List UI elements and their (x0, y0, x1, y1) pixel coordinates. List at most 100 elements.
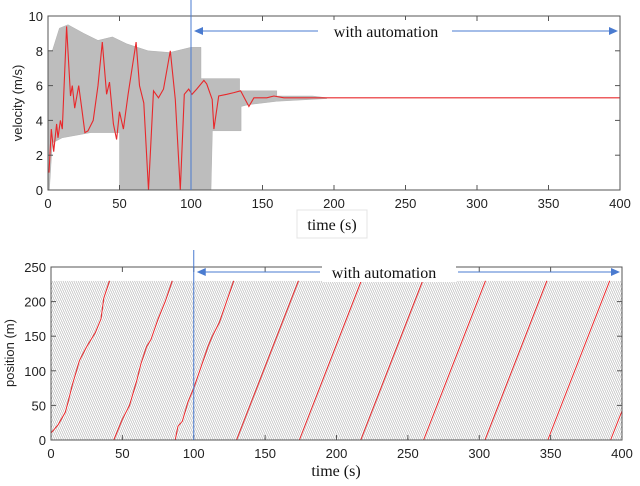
y-tick-label: 0 (36, 183, 43, 198)
vehicle-trajectory (354, 280, 417, 440)
vehicle-trajectory (204, 280, 267, 440)
vehicle-trajectory (514, 280, 577, 440)
vehicle-trajectory (159, 280, 222, 440)
vehicle-trajectory (61, 280, 124, 440)
vehicle-trajectory (361, 280, 425, 440)
vehicle-trajectory (465, 280, 529, 440)
vehicle-trajectory (116, 280, 180, 440)
vehicle-trajectory (57, 280, 120, 440)
vehicle-trajectory (207, 280, 271, 440)
vehicle-trajectory (231, 280, 295, 440)
velocity-x-label-box (296, 209, 368, 239)
vehicle-trajectory (334, 280, 397, 440)
vehicle-trajectory (395, 280, 458, 440)
x-tick-label: 200 (326, 446, 348, 461)
vehicle-trajectory (317, 280, 380, 440)
vehicle-trajectory (384, 280, 447, 440)
vehicle-trajectory (343, 280, 406, 440)
vehicle-trajectory (523, 280, 586, 440)
vehicle-trajectory (471, 280, 534, 440)
x-tick-label: 300 (466, 196, 488, 211)
vehicle-trajectory (220, 280, 284, 440)
highlighted-velocity-line (48, 26, 620, 191)
vehicle-trajectory (475, 280, 538, 440)
vehicle-trajectory (278, 280, 341, 440)
vehicle-trajectory (450, 280, 514, 440)
vehicle-trajectory (341, 280, 404, 440)
vehicle-trajectory (577, 324, 622, 440)
vehicle-trajectory (374, 280, 438, 440)
vehicle-trajectory (512, 280, 575, 440)
x-tick-label: 250 (395, 196, 417, 211)
vehicle-trajectory (321, 280, 384, 440)
annotation-bg (320, 20, 450, 42)
vehicle-trajectory (185, 280, 248, 440)
vehicle-trajectory (378, 280, 441, 440)
vehicle-trajectory (527, 280, 590, 440)
vehicle-trajectory (586, 348, 622, 440)
vehicle-trajectory (222, 280, 286, 440)
vehicle-trajectory (191, 280, 254, 440)
vehicle-trajectory (460, 280, 523, 440)
vehicle-trajectory (94, 280, 157, 440)
vehicle-trajectory (504, 280, 568, 440)
vehicle-trajectory (502, 280, 566, 440)
vehicle-trajectory (51, 280, 76, 344)
vehicle-trajectory (554, 280, 618, 440)
vehicle-trajectory (584, 343, 622, 440)
vehicle-trajectory (267, 280, 330, 440)
highlighted-trajectory-segment (298, 280, 362, 441)
vehicle-trajectory (543, 280, 607, 440)
vehicle-trajectory (285, 280, 349, 440)
vehicle-trajectory (126, 280, 189, 440)
vehicle-trajectory (141, 280, 204, 440)
vehicle-trajectory (189, 280, 252, 440)
highlighted-trajectory-segment (50, 280, 110, 434)
vehicle-trajectory (51, 280, 100, 406)
vehicle-trajectory (313, 280, 376, 440)
vehicle-trajectory (51, 280, 102, 411)
vehicle-trajectory (228, 280, 291, 440)
vehicle-trajectory (604, 396, 622, 440)
vehicle-trajectory (411, 280, 475, 440)
vehicle-trajectory (601, 386, 622, 440)
vehicle-trajectory (276, 280, 339, 440)
highlighted-trajectory-segment (610, 410, 623, 441)
vehicle-trajectory (51, 280, 80, 353)
vehicle-trajectory (135, 280, 198, 440)
position-plot: 0 50 100 150 200 250 300 350 400050100150200250 … (2, 250, 633, 480)
vehicle-trajectory (144, 280, 208, 440)
vehicle-trajectory (293, 280, 356, 440)
y-tick-label: 8 (36, 44, 43, 59)
vehicle-trajectory (70, 280, 133, 440)
vehicle-trajectory (447, 280, 510, 440)
vehicle-trajectory (300, 280, 363, 440)
vehicle-trajectory (619, 434, 622, 440)
vehicle-trajectory (257, 280, 321, 440)
vehicle-trajectory (404, 280, 467, 440)
vehicle-trajectory (539, 280, 603, 440)
vehicle-trajectory (575, 319, 622, 440)
vehicle-trajectory (621, 439, 622, 440)
vehicle-trajectory (187, 280, 250, 440)
vehicle-trajectory (259, 280, 323, 440)
arrowhead-left-icon (194, 27, 203, 35)
vehicle-trajectory (371, 280, 434, 440)
vehicle-trajectory (90, 280, 154, 440)
vehicle-trajectory (493, 280, 556, 440)
vehicle-trajectory (168, 280, 232, 440)
vehicle-trajectory (545, 280, 608, 440)
vehicle-trajectory (241, 280, 304, 440)
arrowhead-right-icon (609, 27, 618, 35)
vehicle-trajectory (233, 280, 297, 440)
x-tick-label: 100 (180, 196, 202, 211)
vehicle-trajectory (311, 280, 375, 440)
highlighted-trajectory-segment (547, 280, 611, 441)
y-tick-label: 50 (32, 398, 46, 413)
vehicle-trajectory (280, 280, 343, 440)
x-tick-label: 0 (44, 196, 51, 211)
vehicle-trajectory (541, 280, 605, 440)
vehicle-trajectory (356, 280, 419, 440)
vehicle-trajectory (100, 280, 163, 440)
vehicle-trajectory (291, 280, 354, 440)
